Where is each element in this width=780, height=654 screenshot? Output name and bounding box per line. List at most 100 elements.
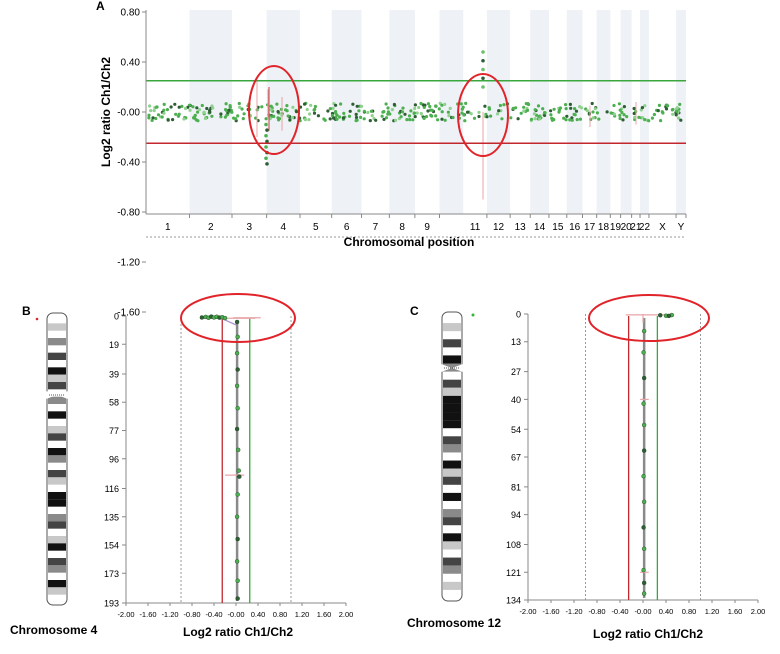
data-point xyxy=(362,109,366,113)
data-point xyxy=(509,116,513,120)
data-point xyxy=(620,110,624,115)
panel-c-marker-dot xyxy=(471,313,475,317)
ideogram-band xyxy=(443,460,461,469)
data-point xyxy=(235,536,240,542)
data-point xyxy=(380,114,384,118)
y-tick-label: 173 xyxy=(104,569,119,579)
data-point xyxy=(370,114,374,118)
data-point xyxy=(328,117,332,121)
y-tick-label: 0 xyxy=(114,312,119,322)
data-point xyxy=(195,106,199,110)
data-point xyxy=(235,405,240,411)
panel-a-highlight-chr12 xyxy=(457,73,509,157)
data-point xyxy=(290,115,295,120)
data-point xyxy=(362,117,366,121)
y-tick-label: -1.60 xyxy=(117,308,140,319)
x-tick-label: 2.00 xyxy=(339,610,354,619)
ideogram-band xyxy=(443,379,461,388)
data-point xyxy=(593,107,597,111)
data-point xyxy=(351,102,355,106)
data-point xyxy=(618,116,622,121)
x-tick-label: 2.00 xyxy=(751,607,766,616)
x-tick-label: 0.80 xyxy=(273,610,288,619)
data-point xyxy=(275,102,279,106)
x-tick-label: 7 xyxy=(373,222,379,233)
y-tick-label: 27 xyxy=(511,367,521,377)
data-point xyxy=(541,107,545,111)
highlight-point xyxy=(481,50,485,54)
x-tick-label: 16 xyxy=(569,222,581,233)
x-tick-label: -1.60 xyxy=(139,610,156,619)
ideogram-band xyxy=(48,455,66,463)
data-point xyxy=(407,114,412,118)
data-point xyxy=(390,108,394,112)
chromosome-band xyxy=(439,10,464,214)
panel-c-x-label: Log2 ratio Ch1/Ch2 xyxy=(593,627,703,641)
ideogram-band xyxy=(443,492,461,501)
panel-c-letter: C xyxy=(410,304,419,318)
panel-a-threshold-lines xyxy=(146,80,686,144)
data-point xyxy=(498,103,502,108)
x-tick-label: 20 xyxy=(621,222,633,233)
x-tick-label: 0.40 xyxy=(251,610,266,619)
x-tick-label: 12 xyxy=(493,222,505,233)
x-tick-label: -0.00 xyxy=(634,607,651,616)
data-point xyxy=(180,104,184,108)
data-point xyxy=(269,108,273,112)
data-point xyxy=(182,117,186,121)
data-point xyxy=(234,426,240,432)
data-point xyxy=(384,116,389,120)
ideogram-band xyxy=(48,426,66,434)
data-point xyxy=(286,114,290,118)
x-tick-label: 21 xyxy=(630,222,642,233)
data-point xyxy=(643,104,647,108)
ideogram-band xyxy=(443,533,461,542)
data-point xyxy=(538,117,542,121)
data-point xyxy=(585,109,590,113)
data-point xyxy=(400,110,405,114)
highlight-point xyxy=(265,139,269,144)
ideogram-band xyxy=(443,395,461,404)
data-point xyxy=(558,106,563,110)
data-point xyxy=(147,116,151,120)
data-point xyxy=(677,116,681,120)
panel-b-letter: B xyxy=(22,304,31,318)
data-point xyxy=(223,115,227,119)
data-point xyxy=(565,114,569,118)
data-point xyxy=(241,117,245,121)
ideogram-band xyxy=(443,581,461,590)
data-point xyxy=(303,118,307,122)
data-point xyxy=(235,334,240,340)
data-point xyxy=(148,104,152,108)
data-point xyxy=(574,109,579,113)
data-point xyxy=(460,111,464,115)
highlight-point xyxy=(264,122,268,127)
data-point xyxy=(519,111,523,115)
ideogram-band xyxy=(443,557,461,566)
data-point xyxy=(640,106,645,110)
data-point xyxy=(331,106,335,110)
y-tick-label: 81 xyxy=(511,482,521,492)
data-point xyxy=(210,114,214,118)
panel-a-data-points xyxy=(147,50,683,200)
data-point xyxy=(612,103,616,108)
data-point xyxy=(208,110,212,114)
data-point xyxy=(403,112,407,116)
highlight-point xyxy=(264,156,268,161)
data-point xyxy=(254,116,258,120)
panel-a-y-label: Log2 ratio Ch1/Ch2 xyxy=(99,57,113,167)
x-tick-label: 1.60 xyxy=(317,610,332,619)
y-tick-label: 154 xyxy=(104,541,119,551)
ideogram-band xyxy=(443,476,461,485)
data-point xyxy=(446,110,450,114)
data-point xyxy=(313,104,317,109)
data-point xyxy=(469,112,473,116)
data-point xyxy=(549,109,553,113)
highlight-point xyxy=(265,162,269,166)
x-tick-label: -0.80 xyxy=(183,610,200,619)
data-point xyxy=(462,113,466,117)
data-point xyxy=(641,546,647,551)
ideogram-band xyxy=(443,517,461,526)
data-point xyxy=(459,102,463,106)
data-point xyxy=(150,118,154,122)
